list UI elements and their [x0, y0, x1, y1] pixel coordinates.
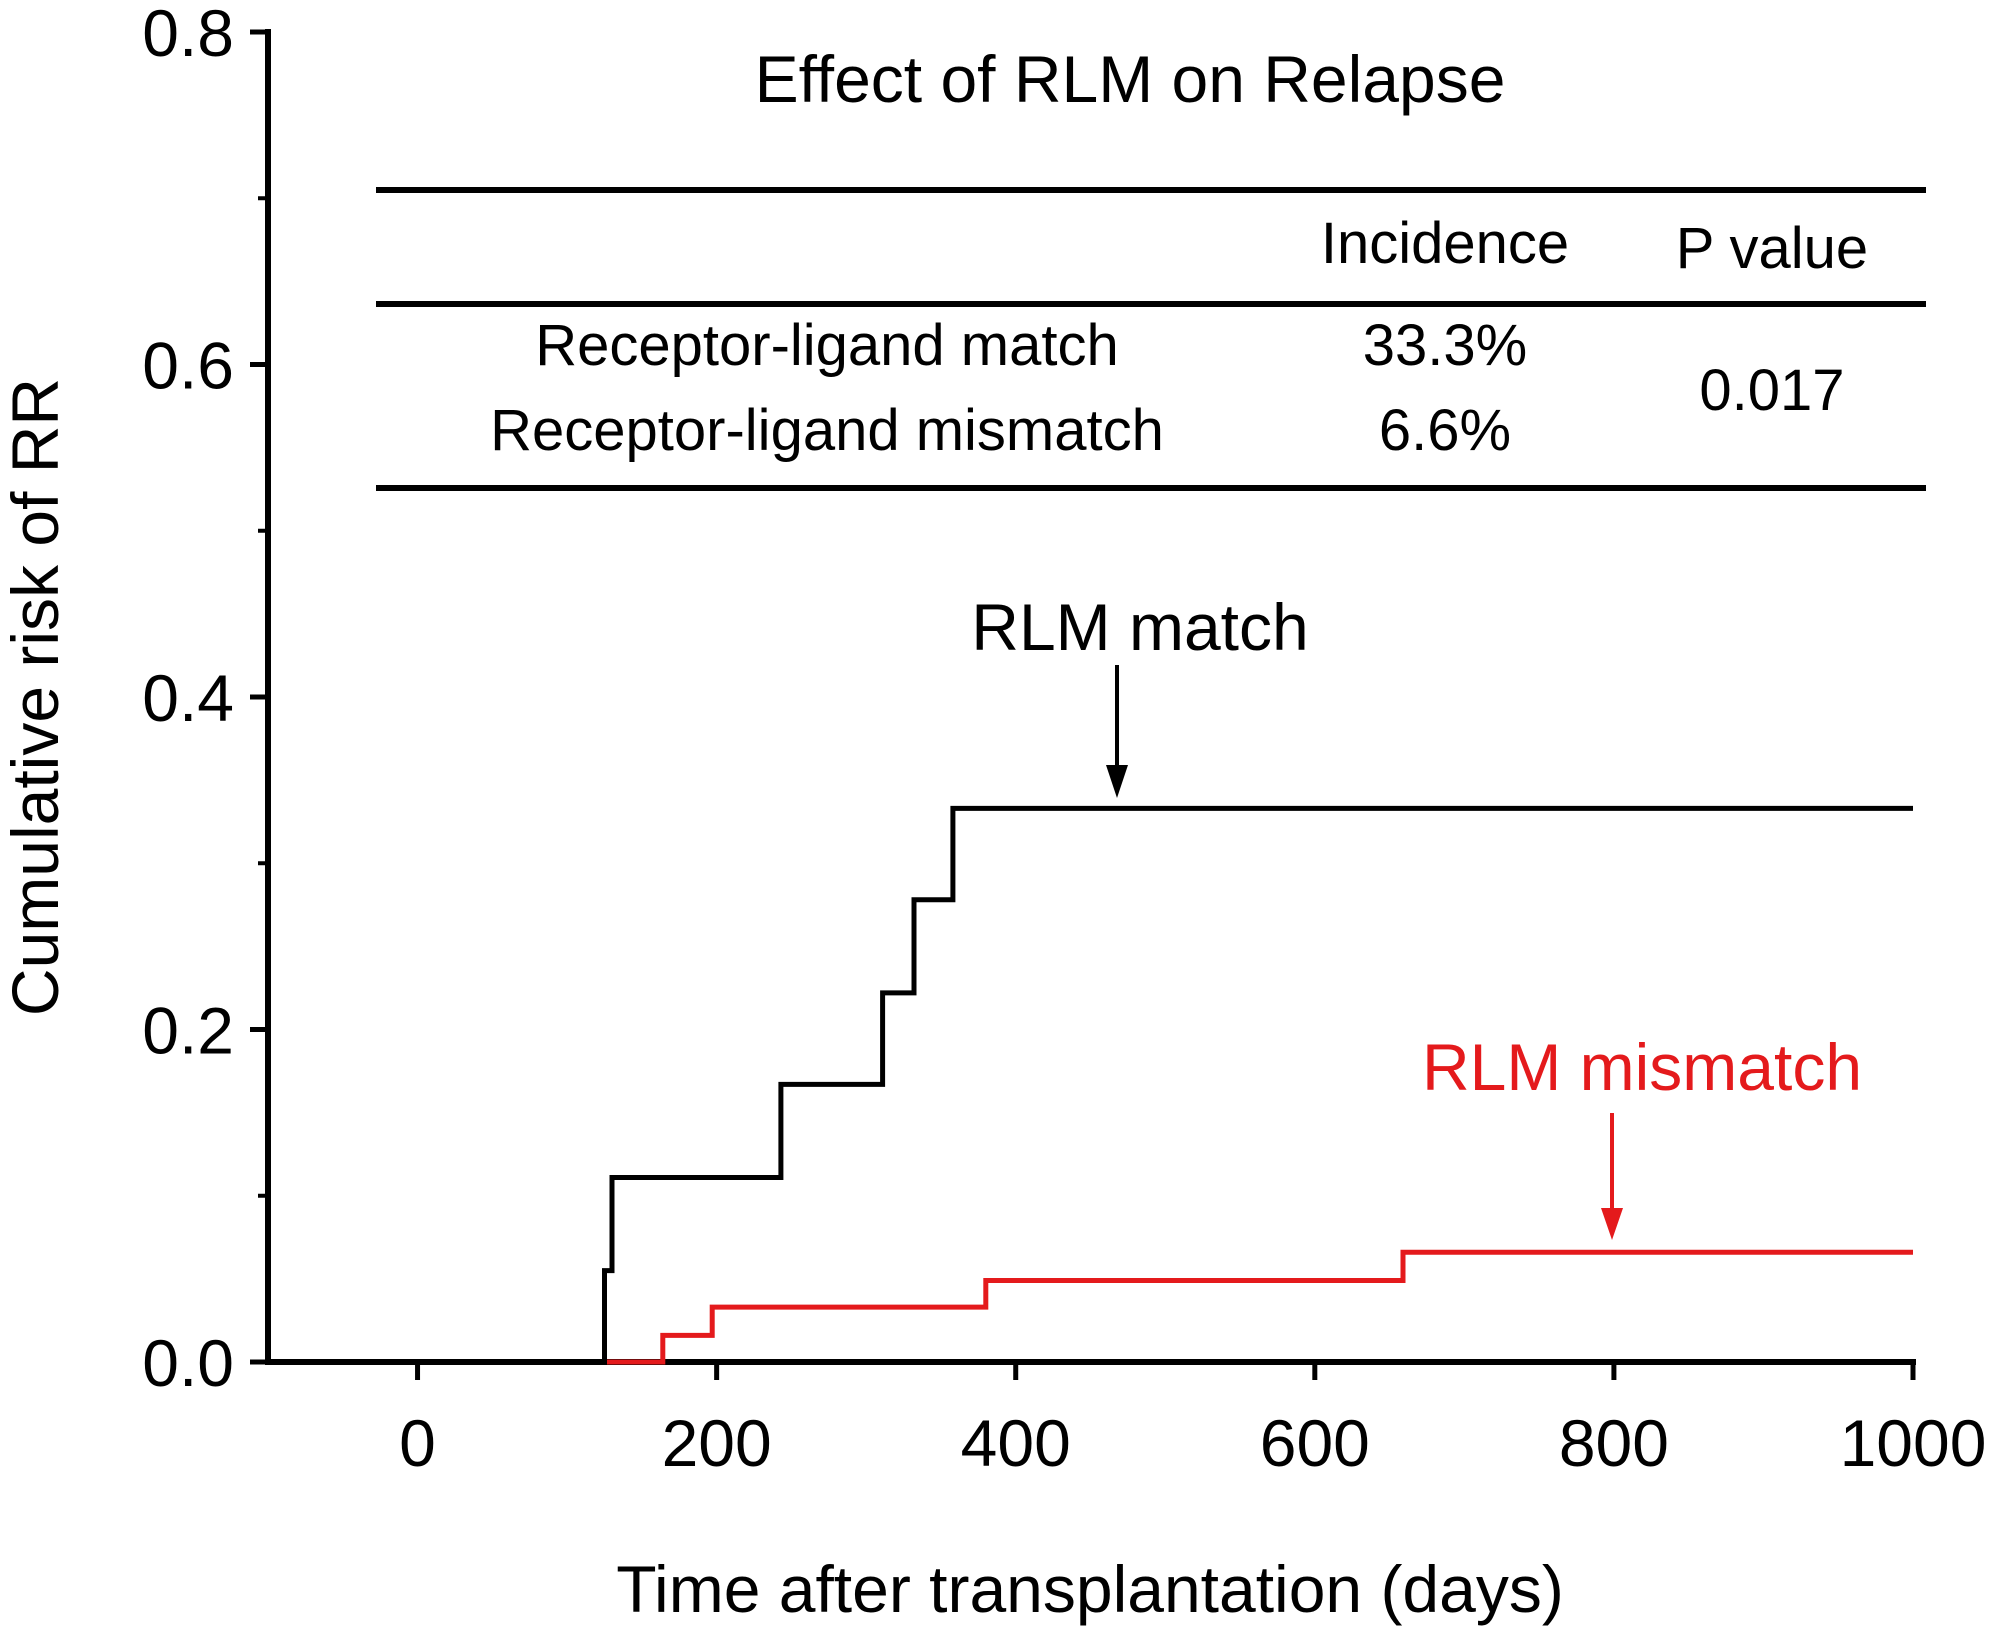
y-tick-label: 0.6: [142, 329, 234, 403]
y-tick-label: 0.4: [142, 661, 234, 735]
x-axis-title: Time after transplantation (days): [616, 1552, 1564, 1626]
x-tick-label: 800: [1559, 1406, 1669, 1480]
annotation-match: RLM match: [971, 590, 1309, 798]
axes: [265, 29, 1916, 1365]
y-axis-title: Cumulative risk of RR: [0, 378, 72, 1016]
x-tick-label: 200: [662, 1406, 772, 1480]
series-line-rlm-mismatch: [417, 1249, 1913, 1365]
annotation-match-arrowhead: [1106, 765, 1128, 798]
table-row-match-incidence: 33.3%: [1363, 313, 1527, 378]
table-header-incidence: Incidence: [1321, 211, 1569, 276]
table-row-mismatch-group: Receptor-ligand mismatch: [490, 398, 1164, 463]
ticks: [250, 29, 1916, 1380]
x-tick-label: 400: [961, 1406, 1071, 1480]
annotation-mismatch: RLM mismatch: [1422, 1030, 1862, 1240]
series-layer: [417, 805, 1913, 1365]
series-line-rlm-match: [417, 805, 1913, 1365]
table-row-mismatch-incidence: 6.6%: [1379, 398, 1511, 463]
table-p-value: 0.017: [1699, 358, 1844, 423]
x-tick-label: 600: [1260, 1406, 1370, 1480]
y-tick-label: 0.0: [142, 1326, 234, 1400]
chart-title: Effect of RLM on Relapse: [755, 42, 1506, 116]
y-tick-label: 0.2: [142, 994, 234, 1068]
x-tick-label: 1000: [1840, 1406, 1987, 1480]
inset-table: Incidence P value Receptor-ligand match …: [376, 187, 1926, 491]
annotation-match-label: RLM match: [971, 590, 1308, 664]
annotation-mismatch-label: RLM mismatch: [1422, 1030, 1862, 1104]
table-header-p-value: P value: [1676, 216, 1868, 281]
x-tick-label: 0: [399, 1406, 436, 1480]
table-row-match-group: Receptor-ligand match: [535, 313, 1119, 378]
annotation-mismatch-arrowhead: [1601, 1208, 1623, 1240]
tick-labels: 0.0 0.2 0.4 0.6 0.8 0 200 400 600 800 1000: [142, 0, 1986, 1480]
y-tick-label: 0.8: [142, 0, 234, 70]
